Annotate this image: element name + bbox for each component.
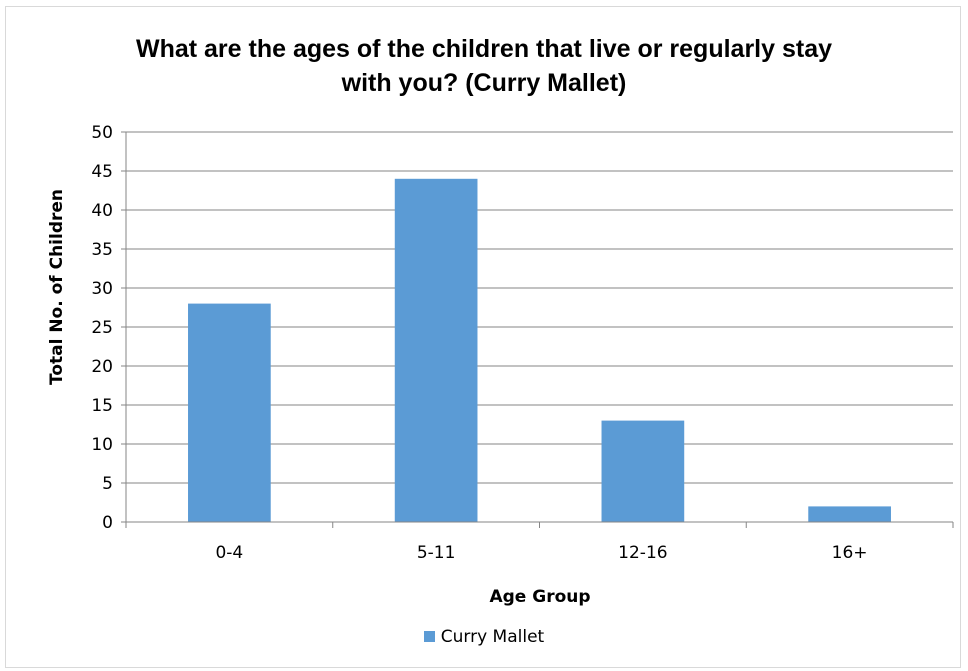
legend-swatch — [423, 631, 435, 642]
bar-12-16 — [601, 420, 685, 522]
y-tick-label: 0 — [102, 513, 113, 533]
y-tick-label: 50 — [91, 123, 113, 143]
y-axis-title: Total No. of Children — [47, 189, 67, 385]
y-axis-ticks: 0 5 10 15 20 25 30 35 40 45 50 — [91, 123, 127, 533]
bar-5-11 — [394, 178, 478, 523]
legend: Curry Mallet — [0, 627, 968, 647]
y-tick-label: 35 — [91, 240, 113, 260]
y-tick-label: 30 — [91, 279, 113, 299]
y-tick-label: 10 — [91, 435, 113, 455]
chart-title: What are the ages of the children that l… — [135, 35, 833, 97]
y-tick-label: 45 — [91, 162, 113, 182]
y-tick-label: 25 — [91, 318, 113, 338]
x-tick-label: 0-4 — [215, 543, 243, 563]
y-tick-label: 20 — [91, 357, 113, 377]
bar-0-4 — [188, 303, 271, 522]
bar-16+ — [808, 506, 891, 522]
x-tick-label: 5-11 — [417, 543, 456, 563]
x-tick-label: 16+ — [832, 543, 868, 563]
x-tick-label: 12-16 — [618, 543, 667, 563]
y-tick-label: 40 — [91, 201, 113, 221]
x-axis-title: Age Group — [489, 587, 590, 607]
x-axis-ticks: 0-4 5-11 12-16 16+ — [125, 522, 954, 563]
y-tick-label: 15 — [91, 396, 113, 416]
bars — [188, 178, 891, 523]
legend-label: Curry Mallet — [440, 627, 545, 647]
y-tick-label: 5 — [102, 474, 113, 494]
chart-frame — [5, 6, 961, 668]
